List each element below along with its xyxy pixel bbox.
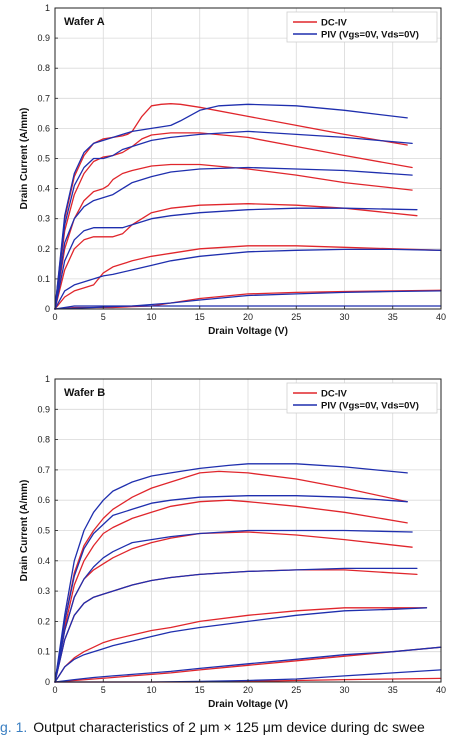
series-line-piv-9	[54, 166, 413, 310]
legend-entry: DC-IV	[321, 18, 348, 29]
y-tick-label: 1	[45, 374, 50, 384]
x-tick-label: 0	[52, 312, 57, 322]
caption-text: Output characteristics of 2 μm × 125 μm …	[33, 719, 425, 735]
y-tick-label: 0.5	[37, 526, 50, 536]
series-line-dc-iv-1	[54, 470, 408, 683]
x-tick-label: 30	[339, 685, 349, 695]
y-axis-label: Drain Current (A/mm)	[19, 108, 30, 210]
x-tick-label: 25	[291, 685, 301, 695]
y-tick-label: 0.4	[37, 184, 50, 194]
series-line-piv-12	[54, 607, 428, 683]
legend-entry: DC-IV	[321, 389, 348, 400]
figure-caption: g. 1. Output characteristics of 2 μm × 12…	[0, 719, 474, 736]
series-line-piv-7	[54, 103, 408, 310]
x-tick-label: 5	[101, 685, 106, 695]
legend-box	[286, 11, 438, 43]
y-tick-label: 0.9	[37, 404, 50, 414]
y-tick-label: 0.1	[37, 647, 50, 657]
panel-label: Wafer A	[64, 16, 105, 28]
y-tick-label: 0.2	[37, 616, 50, 626]
series-line-piv-8	[54, 130, 413, 310]
series-line-piv-11	[54, 567, 418, 683]
caption-figure-label: g. 1.	[0, 719, 28, 735]
series-line-dc-iv-2	[54, 499, 408, 683]
x-tick-label: 10	[146, 685, 156, 695]
y-tick-label: 0.8	[37, 435, 50, 445]
y-tick-label: 0.5	[37, 154, 50, 164]
y-tick-label: 0	[45, 304, 50, 314]
x-tick-label: 30	[339, 312, 349, 322]
y-tick-label: 0.3	[37, 586, 50, 596]
x-axis-label: Drain Voltage (V)	[208, 699, 288, 710]
y-tick-label: 0.4	[37, 556, 50, 566]
legend-entry: PIV (Vgs=0V, Vds=0V)	[321, 30, 419, 41]
legend-entry: PIV (Vgs=0V, Vds=0V)	[321, 401, 419, 412]
y-tick-label: 0	[45, 677, 50, 687]
chart-panel-wafer-a: 0 5 10 15 20 25 30 35 40 0 0.1 0.2 0.3 0.4 0.5 0.6 0.7 0.…	[19, 3, 446, 337]
x-axis-label: Drain Voltage (V)	[208, 326, 288, 337]
y-tick-label: 0.6	[37, 495, 50, 505]
y-tick-label: 0.7	[37, 465, 50, 475]
series-line-dc-iv-4	[54, 203, 418, 310]
x-tick-label: 20	[243, 685, 253, 695]
y-tick-label: 1	[45, 3, 50, 13]
series-line-piv-10	[54, 529, 413, 683]
y-tick-label: 0.8	[37, 63, 50, 73]
x-tick-label: 35	[388, 685, 398, 695]
series-line-dc-iv-3	[54, 163, 413, 310]
x-tick-label: 15	[195, 312, 205, 322]
x-tick-label: 25	[291, 312, 301, 322]
y-tick-label: 0.1	[37, 274, 50, 284]
series-line-dc-iv-5	[54, 245, 442, 310]
x-tick-label: 40	[436, 312, 446, 322]
x-tick-label: 35	[388, 312, 398, 322]
series-line-piv-9	[54, 495, 408, 683]
y-tick-label: 0.6	[37, 123, 50, 133]
x-tick-label: 40	[436, 685, 446, 695]
series-line-piv-10	[54, 207, 418, 310]
series-line-piv-13	[54, 290, 442, 310]
x-tick-label: 0	[52, 685, 57, 695]
y-axis-label: Drain Current (A/mm)	[19, 480, 30, 582]
y-tick-label: 0.2	[37, 244, 50, 254]
y-tick-label: 0.7	[37, 93, 50, 103]
panel-label: Wafer B	[64, 387, 105, 399]
x-tick-label: 15	[195, 685, 205, 695]
y-tick-label: 0.3	[37, 214, 50, 224]
x-tick-label: 20	[243, 312, 253, 322]
series-line-dc-iv-6	[54, 646, 442, 683]
y-tick-label: 0.9	[37, 33, 50, 43]
series-line-piv-11	[54, 248, 442, 310]
x-tick-label: 5	[101, 312, 106, 322]
series-line-piv-8	[54, 463, 408, 683]
series-line-dc-iv-1	[54, 103, 408, 310]
legend-box	[286, 382, 438, 414]
x-tick-label: 10	[146, 312, 156, 322]
series-line-dc-iv-5	[54, 607, 428, 683]
chart-panel-wafer-b: 0 5 10 15 20 25 30 35 40 0 0.1 0.2 0.3 0.4 0.5 0.6 0.7 0.…	[19, 374, 446, 710]
series-line-piv-13	[54, 646, 442, 683]
